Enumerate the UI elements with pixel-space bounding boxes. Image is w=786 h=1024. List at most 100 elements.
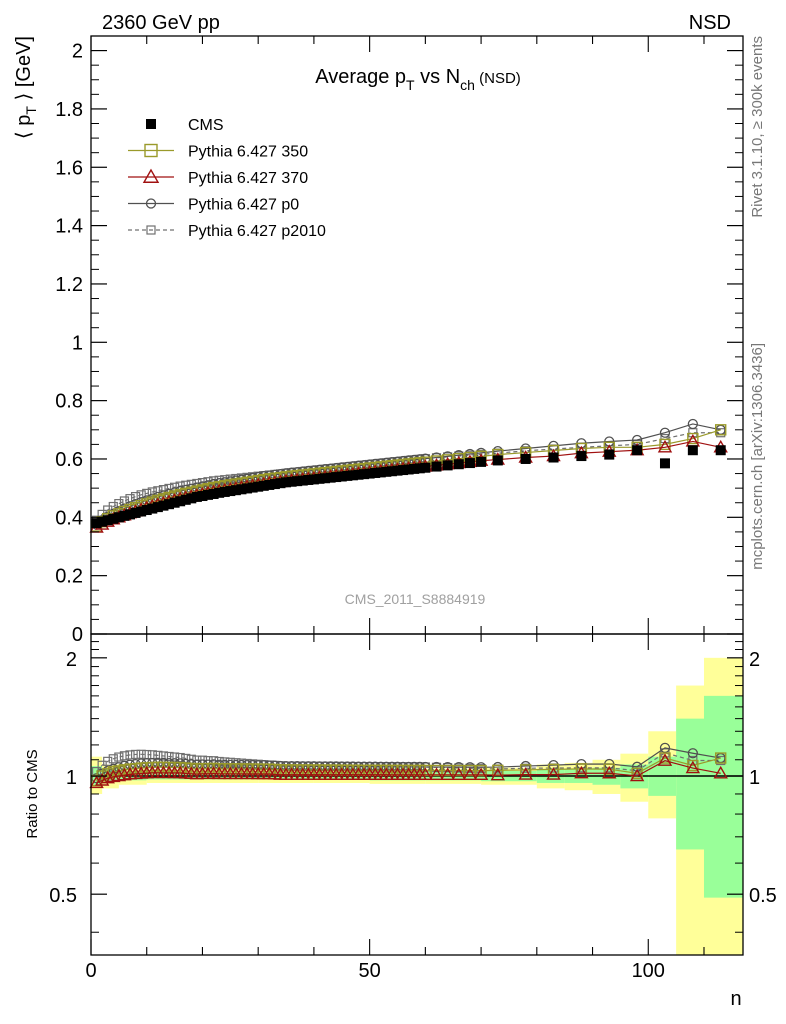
data-point-cms bbox=[175, 496, 186, 507]
header-right: NSD bbox=[689, 12, 731, 34]
title-part-b: vs N bbox=[415, 66, 461, 88]
ratio-point-p370 bbox=[451, 767, 467, 781]
top-panel bbox=[89, 418, 728, 533]
ratio-point-p2010 bbox=[153, 750, 163, 760]
ratio-point-p2010 bbox=[136, 749, 146, 759]
data-point-cms bbox=[230, 485, 241, 496]
data-point-cms bbox=[225, 486, 236, 497]
uncertainty-band-inner bbox=[703, 695, 743, 898]
data-point-cms bbox=[97, 516, 108, 527]
ratio-tick-label: 0.5 bbox=[49, 885, 77, 907]
data-point-cms bbox=[303, 474, 314, 485]
data-point-cms bbox=[152, 502, 163, 513]
ratio-tick-label-right: 0.5 bbox=[749, 885, 777, 907]
data-point-cms bbox=[91, 518, 102, 529]
legend-label-p370: Pythia 6.427 370 bbox=[188, 170, 308, 187]
data-point-cms bbox=[141, 505, 152, 516]
data-point-cms bbox=[102, 515, 113, 526]
legend-label-p2010: Pythia 6.427 p2010 bbox=[188, 223, 326, 240]
data-point-cms bbox=[164, 499, 175, 510]
data-point-cms bbox=[375, 467, 386, 478]
ratio-point-p370 bbox=[462, 767, 478, 781]
x-tick-label: 0 bbox=[85, 960, 96, 982]
header-left: 2360 GeV pp bbox=[102, 12, 220, 34]
data-point-cms bbox=[453, 459, 464, 470]
data-point-cms bbox=[364, 468, 375, 479]
data-point-cms bbox=[119, 510, 130, 521]
data-point-cms bbox=[275, 478, 286, 489]
ratio-tick-label: 2 bbox=[66, 649, 77, 671]
data-point-cms bbox=[125, 509, 136, 520]
data-point-p350 bbox=[687, 432, 699, 445]
data-point-cms bbox=[236, 484, 247, 495]
y-tick-label: 1.6 bbox=[55, 157, 83, 179]
data-point-p350 bbox=[715, 424, 727, 436]
series-line-p350 bbox=[96, 429, 721, 527]
legend: CMS Pythia 6.427 350 Pythia 6.427 370 Pythi… bbox=[128, 117, 326, 240]
uncertainty-band-inner bbox=[676, 718, 704, 850]
rivet-label: Rivet 3.1.10, ≥ 300k events bbox=[749, 36, 766, 218]
y-tick-label: 0.8 bbox=[55, 391, 83, 413]
data-point-cms bbox=[370, 467, 381, 478]
legend-item-p2010: Pythia 6.427 p2010 bbox=[128, 223, 326, 240]
title-part-c: (NSD) bbox=[475, 70, 521, 87]
series-cms bbox=[91, 445, 726, 529]
data-point-cms bbox=[342, 470, 353, 481]
data-point-cms bbox=[281, 477, 292, 488]
data-point-cms bbox=[520, 453, 531, 464]
data-point-cms bbox=[381, 466, 392, 477]
data-point-cms bbox=[632, 445, 643, 456]
watermark: CMS_2011_S8884919 bbox=[345, 591, 486, 607]
ratio-point-p350 bbox=[715, 752, 727, 764]
legend-item-p0: Pythia 6.427 p0 bbox=[128, 197, 299, 214]
data-point-cms bbox=[386, 466, 397, 477]
ratio-point-p370 bbox=[490, 767, 506, 781]
ratio-point-p2010 bbox=[175, 752, 185, 763]
data-point-cms bbox=[269, 479, 280, 490]
legend-item-p350: Pythia 6.427 350 bbox=[128, 144, 308, 161]
ratio-point-p370 bbox=[713, 765, 728, 779]
data-point-cms bbox=[113, 512, 124, 523]
data-point-p0 bbox=[687, 418, 698, 430]
x-axis-label: n bbox=[730, 988, 741, 1010]
data-point-cms bbox=[197, 491, 208, 502]
data-point-cms bbox=[392, 465, 403, 476]
data-point-cms bbox=[297, 475, 308, 486]
legend-marker-p2010 bbox=[146, 225, 156, 235]
y-tick-label: 1 bbox=[72, 332, 83, 354]
ratio-point-p2010 bbox=[108, 754, 118, 764]
data-point-cms bbox=[715, 445, 726, 456]
data-point-cms bbox=[169, 497, 180, 508]
ratio-point-p350 bbox=[659, 752, 671, 764]
ratio-point-p350 bbox=[687, 759, 699, 772]
ylabel-close: ⟩ [GeV] bbox=[13, 36, 35, 106]
ratio-line-p2010 bbox=[96, 752, 721, 772]
legend-item-cms: CMS bbox=[146, 117, 224, 134]
ratio-tick-label: 1 bbox=[66, 767, 77, 789]
ratio-point-p370 bbox=[89, 775, 104, 789]
ratio-point-p370 bbox=[657, 753, 673, 766]
ratio-point-p370 bbox=[546, 767, 561, 780]
title-part-a-sub: T bbox=[406, 77, 415, 93]
data-point-cms bbox=[191, 491, 202, 502]
mcplots-label: mcplots.cern.ch [arXiv:1306.3436] bbox=[749, 343, 766, 570]
ratio-point-p0 bbox=[687, 748, 698, 759]
ratio-point-p370 bbox=[117, 767, 132, 781]
title-part-a: Average p bbox=[315, 66, 406, 88]
legend-label-cms: CMS bbox=[188, 117, 224, 134]
ratio-point-p350 bbox=[475, 764, 487, 777]
x-tick-label: 50 bbox=[359, 960, 381, 982]
ratio-series-p370 bbox=[89, 753, 728, 789]
data-point-cms bbox=[147, 503, 158, 514]
ratio-point-p370 bbox=[685, 760, 701, 774]
data-point-cms bbox=[242, 483, 253, 494]
data-point-cms bbox=[219, 486, 230, 497]
ratio-point-p370 bbox=[629, 768, 645, 782]
ratio-point-p350 bbox=[441, 764, 454, 777]
data-point-cms bbox=[431, 461, 442, 472]
ratio-point-p370 bbox=[602, 765, 617, 779]
data-point-cms bbox=[325, 472, 336, 483]
series-p370 bbox=[89, 434, 728, 533]
data-point-cms bbox=[308, 474, 319, 485]
